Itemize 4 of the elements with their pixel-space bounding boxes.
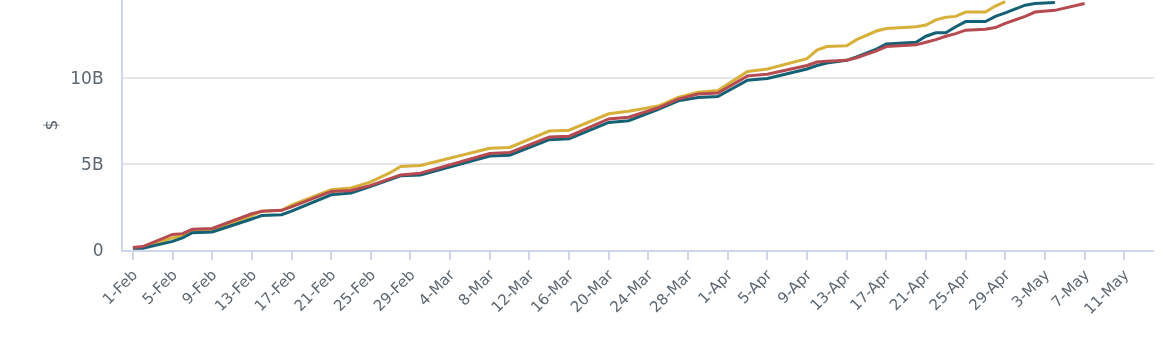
y-tick-label: 10B bbox=[70, 67, 104, 88]
y-axis-title: $ bbox=[41, 119, 62, 131]
y-tick-label: 5B bbox=[81, 153, 104, 174]
y-tick-label: 0 bbox=[92, 239, 104, 260]
